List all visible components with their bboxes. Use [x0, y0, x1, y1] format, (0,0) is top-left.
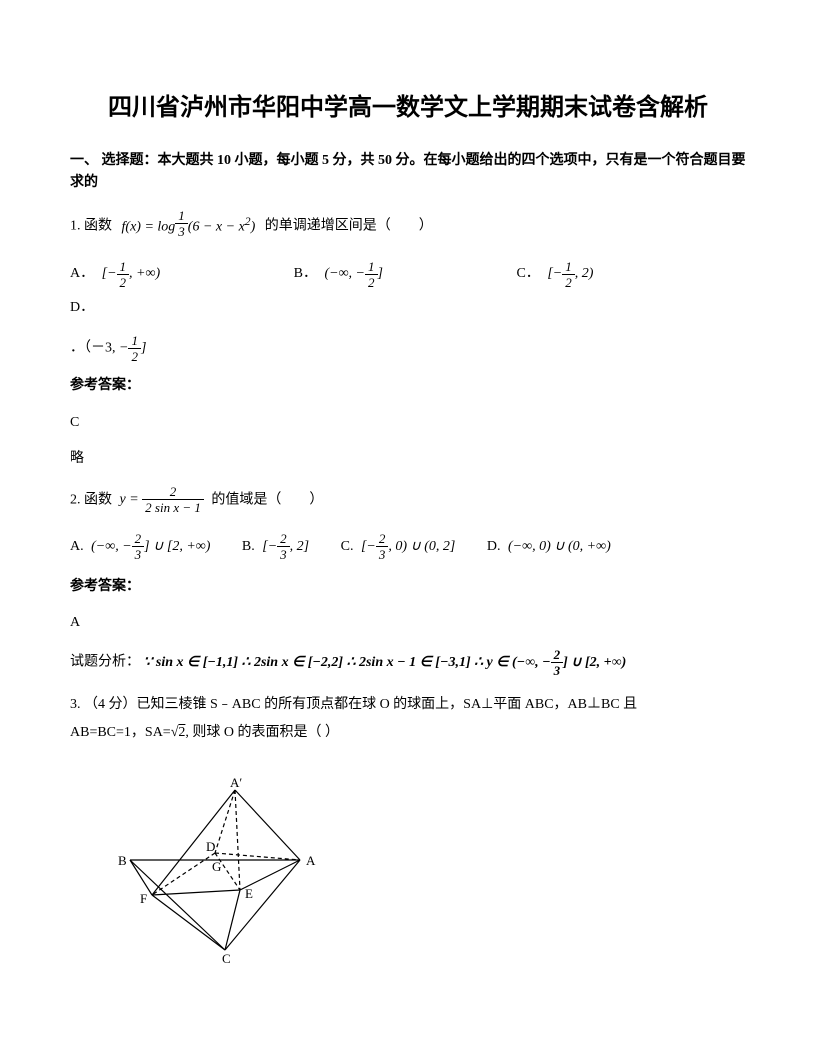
- q2-optB: [−23, 2]: [262, 530, 309, 564]
- q2-suffix: 的值域是（ ）: [211, 492, 323, 507]
- q1-optA-label: A．: [70, 257, 94, 291]
- q2-optC-label: C.: [341, 530, 354, 564]
- q1-optD-frac: −12]: [119, 334, 146, 363]
- q1-optA: [−12, +∞): [102, 257, 161, 291]
- q3-text-b: AB=BC=1，SA=: [70, 725, 171, 740]
- geometry-figure: A′ A B C D E F G: [110, 775, 330, 965]
- q3-sqrt2: √2: [171, 725, 186, 740]
- q2-optB-label: B.: [242, 530, 255, 564]
- section-1-header: 一、 选择题：本大题共 10 小题，每小题 5 分，共 50 分。在每小题给出的…: [70, 150, 746, 195]
- q1-optB-label: B．: [294, 257, 317, 291]
- q2-optA: (−∞, −23] ∪ [2, +∞): [91, 530, 210, 564]
- q2-optD: (−∞, 0) ∪ (0, +∞): [508, 530, 611, 564]
- q1-optD-line2: ．（－3, −12]: [70, 334, 746, 363]
- q1-optC: [−12, 2): [547, 257, 593, 291]
- q2-analysis: 试题分析： ∵ sin x ∈ [−1,1] ∴ 2sin x ∈ [−2,2]…: [70, 648, 746, 677]
- q1-extra: 略: [70, 448, 746, 470]
- q1-prefix: 函数: [84, 218, 112, 233]
- q1-options: A． [−12, +∞) B． (−∞, −12] C． [−12, 2) D．: [70, 257, 746, 324]
- geom-label-E: E: [245, 886, 253, 901]
- q1-optB: (−∞, −12]: [324, 257, 383, 291]
- q1-optC-label: C．: [516, 257, 539, 291]
- question-3: 3. （4 分）已知三棱锥 S﹣ABC 的所有顶点都在球 O 的球面上，SA⊥平…: [70, 691, 746, 747]
- geom-label-A: A: [306, 853, 316, 868]
- geom-label-D: D: [206, 839, 215, 854]
- geom-label-G: G: [212, 859, 221, 874]
- q2-answer-label: 参考答案：: [70, 576, 746, 598]
- q1-suffix: 的单调递增区间是（ ）: [265, 218, 433, 233]
- q1-answer: C: [70, 412, 746, 434]
- geom-label-C: C: [222, 951, 231, 965]
- q1-answer-label: 参考答案：: [70, 375, 746, 397]
- question-1: 1. 函数 f(x) = log13(6 − x − x2) 的单调递增区间是（…: [70, 209, 746, 243]
- question-2: 2. 函数 y = 22 sin x − 1 的值域是（ ）: [70, 485, 746, 516]
- q3-text-c: , 则球 O 的表面积是（ ）: [185, 725, 339, 740]
- q2-options: A. (−∞, −23] ∪ [2, +∞) B. [−23, 2] C. [−…: [70, 530, 746, 564]
- q1-optD-label: D．: [70, 291, 94, 325]
- q2-prefix: 函数: [84, 492, 116, 507]
- q3-num: 3.: [70, 697, 81, 712]
- document-title: 四川省泸州市华阳中学高一数学文上学期期末试卷含解析: [70, 90, 746, 126]
- q2-optD-label: D.: [487, 530, 501, 564]
- geom-label-B: B: [118, 853, 127, 868]
- geom-label-F: F: [140, 891, 147, 906]
- geom-label-Ap: A′: [230, 775, 242, 790]
- q1-optD-prefix: （－3,: [84, 341, 116, 356]
- q2-optC: [−23, 0) ∪ (0, 2]: [361, 530, 455, 564]
- q2-num: 2.: [70, 492, 81, 507]
- q3-text-a: （4 分）已知三棱锥 S﹣ABC 的所有顶点都在球 O 的球面上，SA⊥平面 A…: [84, 697, 637, 712]
- q1-num: 1.: [70, 218, 81, 233]
- q2-formula: y = 22 sin x − 1: [120, 485, 204, 516]
- q2-analysis-label: 试题分析：: [70, 655, 140, 670]
- q1-formula: f(x) = log13(6 − x − x2): [122, 209, 256, 243]
- q2-analysis-math: ∵ sin x ∈ [−1,1] ∴ 2sin x ∈ [−2,2] ∴ 2si…: [144, 655, 627, 670]
- q2-answer: A: [70, 612, 746, 634]
- q2-optA-label: A.: [70, 530, 84, 564]
